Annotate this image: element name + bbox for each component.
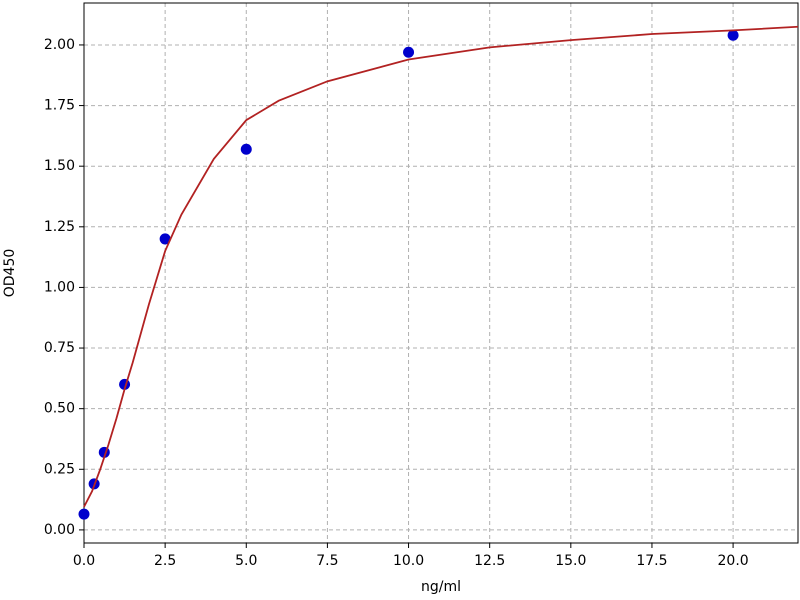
fit-curve: [83, 25, 799, 508]
x-tick-label: 10.0: [393, 553, 424, 569]
y-tick-label: 2.00: [44, 37, 75, 53]
x-tick-label: 12.5: [474, 553, 505, 569]
x-tick-label: 0.0: [73, 553, 95, 569]
y-tick-label: 0.50: [44, 401, 75, 417]
plot-frame: [83, 2, 799, 544]
x-tick-label: 7.5: [316, 553, 338, 569]
data-point: [727, 29, 739, 41]
data-point: [159, 233, 171, 245]
data-point: [78, 508, 90, 520]
x-tick-label: 20.0: [718, 553, 749, 569]
x-tick-label: 15.0: [555, 553, 586, 569]
x-axis-label: ng/ml: [421, 579, 461, 595]
y-tick-label: 1.25: [44, 219, 75, 235]
x-tick-label: 5.0: [235, 553, 257, 569]
data-point: [240, 143, 252, 155]
y-axis-label: OD450: [2, 249, 18, 298]
x-tick-label: 17.5: [636, 553, 667, 569]
y-tick-label: 1.50: [44, 158, 75, 174]
y-tick-label: 1.00: [44, 279, 75, 295]
y-tick-label: 0.25: [44, 461, 75, 477]
data-point: [403, 46, 415, 58]
y-tick-label: 0.75: [44, 340, 75, 356]
y-tick-label: 1.75: [44, 98, 75, 114]
x-tick-label: 2.5: [154, 553, 176, 569]
y-tick-label: 0.00: [44, 522, 75, 538]
